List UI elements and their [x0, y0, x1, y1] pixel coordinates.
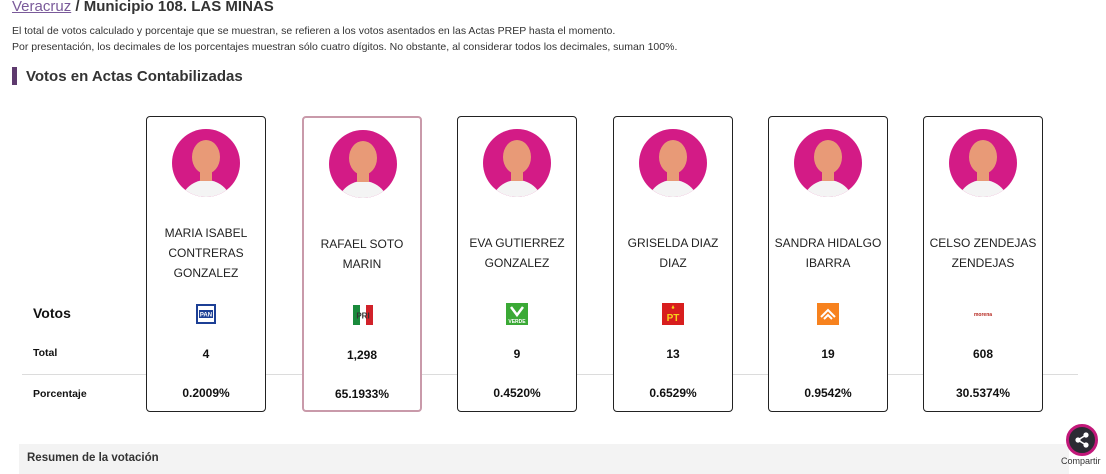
candidate-total-votes: 13	[666, 347, 680, 361]
row-label-votos: Votos	[33, 305, 71, 321]
candidate-name: RAFAEL SOTO MARIN	[320, 237, 404, 271]
candidate-card: MARIA ISABEL CONTRERAS GONZALEZ PAN 4 0.…	[146, 116, 266, 412]
candidate-name: GRISELDA DIAZ DIAZ	[627, 236, 719, 270]
pri-logo-icon: PRI	[352, 304, 374, 326]
breadcrumb: Veracruz / Municipio 108. LAS MINAS	[12, 0, 274, 16]
share-button[interactable]	[1066, 424, 1098, 456]
section-title: Votos en Actas Contabilizadas	[26, 68, 243, 85]
breadcrumb-link-veracruz[interactable]: Veracruz	[12, 0, 72, 15]
candidate-name: SANDRA HIDALGO IBARRA	[774, 236, 882, 270]
candidate-percentage: 0.2009%	[182, 386, 230, 400]
candidate-avatar-icon	[483, 129, 551, 197]
svg-text:PRI: PRI	[356, 312, 369, 321]
pt-logo-icon: PT	[662, 303, 684, 325]
candidate-total-votes: 608	[972, 347, 994, 361]
breadcrumb-separator: /	[71, 0, 84, 15]
candidate-percentage: 0.9542%	[804, 386, 852, 400]
candidate-total-votes: 9	[513, 347, 521, 361]
svg-text:VERDE: VERDE	[508, 319, 526, 325]
candidate-avatar-icon	[329, 130, 397, 198]
candidate-avatar-icon	[794, 129, 862, 197]
section-accent-bar	[12, 67, 17, 85]
candidate-percentage: 0.4520%	[493, 386, 541, 400]
info-note-votes: El total de votos calculado y porcentaje…	[12, 25, 616, 37]
candidate-name: EVA GUTIERREZ GONZALEZ	[469, 236, 565, 270]
breadcrumb-current: Municipio 108. LAS MINAS	[83, 0, 274, 15]
row-label-porcentaje: Porcentaje	[33, 388, 87, 400]
candidate-name: MARIA ISABEL CONTRERAS GONZALEZ	[164, 226, 248, 280]
resumen-votacion-header[interactable]: Resumen de la votación	[19, 444, 1069, 474]
share-label: Compartir	[1061, 456, 1101, 466]
morena-logo-icon: morena	[972, 303, 994, 325]
row-label-total: Total	[33, 347, 58, 359]
candidate-percentage: 30.5374%	[955, 386, 1011, 400]
pan-logo-icon: PAN	[195, 303, 217, 325]
candidate-card: SANDRA HIDALGO IBARRA 19 0.9542%	[768, 116, 888, 412]
resumen-votacion-label: Resumen de la votación	[27, 452, 159, 464]
candidate-avatar-icon	[949, 129, 1017, 197]
mc-logo-icon	[817, 303, 839, 325]
candidate-total-votes: 4	[202, 347, 210, 361]
svg-text:PT: PT	[667, 313, 680, 324]
candidate-avatar-icon	[172, 129, 240, 197]
svg-text:morena: morena	[974, 312, 992, 318]
candidate-percentage: 65.1933%	[334, 387, 390, 401]
candidate-card: CELSO ZENDEJAS ZENDEJAS morena 608 30.53…	[923, 116, 1043, 412]
candidate-total-votes: 1,298	[346, 348, 378, 362]
candidate-name: CELSO ZENDEJAS ZENDEJAS	[929, 236, 1037, 270]
candidate-card: EVA GUTIERREZ GONZALEZ VERDE 9 0.4520%	[457, 116, 577, 412]
pvem-logo-icon: VERDE	[506, 303, 528, 325]
candidate-card: GRISELDA DIAZ DIAZ PT 13 0.6529%	[613, 116, 733, 412]
candidate-avatar-icon	[639, 129, 707, 197]
share-icon	[1075, 432, 1089, 448]
info-note-decimals: Por presentación, los decimales de los p…	[12, 41, 678, 53]
svg-text:PAN: PAN	[200, 313, 212, 319]
candidate-percentage: 0.6529%	[649, 386, 697, 400]
candidate-card-leading: RAFAEL SOTO MARIN PRI 1,298 65.1933%	[302, 116, 422, 412]
candidate-total-votes: 19	[821, 347, 835, 361]
